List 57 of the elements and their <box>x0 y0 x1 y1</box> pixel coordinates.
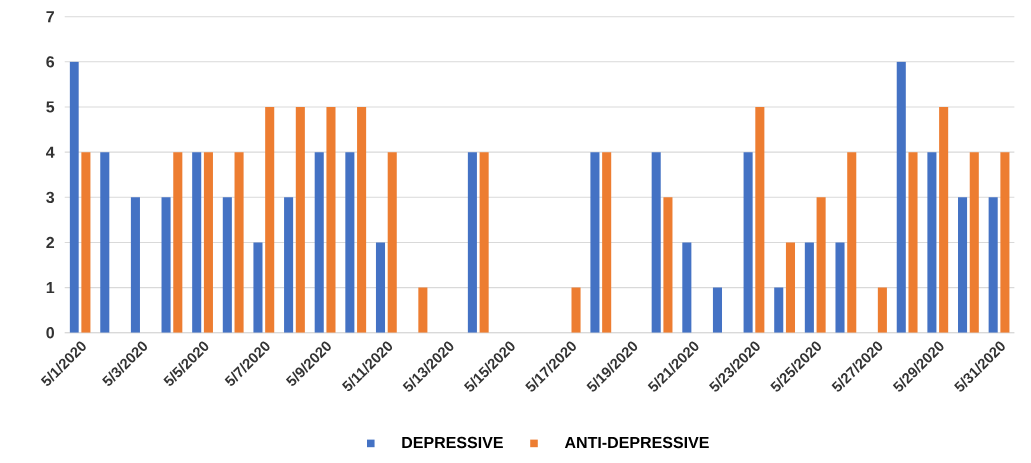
y-tick-label: 3 <box>46 191 55 204</box>
bar <box>375 242 386 333</box>
bar <box>896 61 906 333</box>
legend-label: DEPRESSIVE <box>402 436 503 449</box>
bar <box>958 197 968 333</box>
bar <box>602 152 612 333</box>
bar <box>222 197 232 333</box>
y-tick-label: 4 <box>46 146 55 158</box>
bar <box>345 152 355 333</box>
y-tick-label: 0 <box>46 327 54 339</box>
y-tick-label: 6 <box>46 56 55 68</box>
bar <box>651 152 661 333</box>
bar <box>203 152 213 333</box>
bar <box>712 287 722 333</box>
bar <box>69 61 79 333</box>
bar <box>682 242 692 333</box>
bar <box>927 152 937 333</box>
bar <box>265 107 275 333</box>
bar <box>387 152 397 333</box>
bar <box>835 242 845 333</box>
bar <box>326 107 336 333</box>
bar <box>877 287 887 333</box>
y-tick-label: 1 <box>46 282 55 294</box>
bar <box>939 107 949 333</box>
bar <box>755 107 765 333</box>
bar <box>663 197 673 333</box>
bar <box>192 152 202 333</box>
bar <box>816 197 826 333</box>
bar <box>161 197 171 333</box>
bar <box>253 242 263 333</box>
bar <box>100 152 110 333</box>
bar <box>234 152 244 333</box>
bar <box>908 152 918 333</box>
bar <box>988 197 998 333</box>
bar <box>774 287 784 333</box>
bar <box>418 287 428 333</box>
bar <box>81 152 91 333</box>
bar <box>314 152 324 333</box>
bar <box>590 152 600 333</box>
bar <box>479 152 489 333</box>
bar <box>785 242 796 333</box>
bar <box>130 197 140 333</box>
y-tick-label: 7 <box>46 11 54 23</box>
bar <box>969 152 979 333</box>
bar <box>467 152 477 333</box>
bar <box>743 152 753 333</box>
bar <box>173 152 183 333</box>
bar <box>284 197 294 333</box>
bar <box>847 152 857 333</box>
bar <box>1000 152 1010 333</box>
bar <box>804 242 814 333</box>
bar <box>295 107 305 333</box>
legend-label: ANTI-DEPRESSIVE <box>564 436 709 449</box>
y-tick-label: 5 <box>46 101 55 113</box>
bar <box>357 107 367 333</box>
bar <box>571 287 581 333</box>
y-tick-label: 2 <box>46 236 55 249</box>
